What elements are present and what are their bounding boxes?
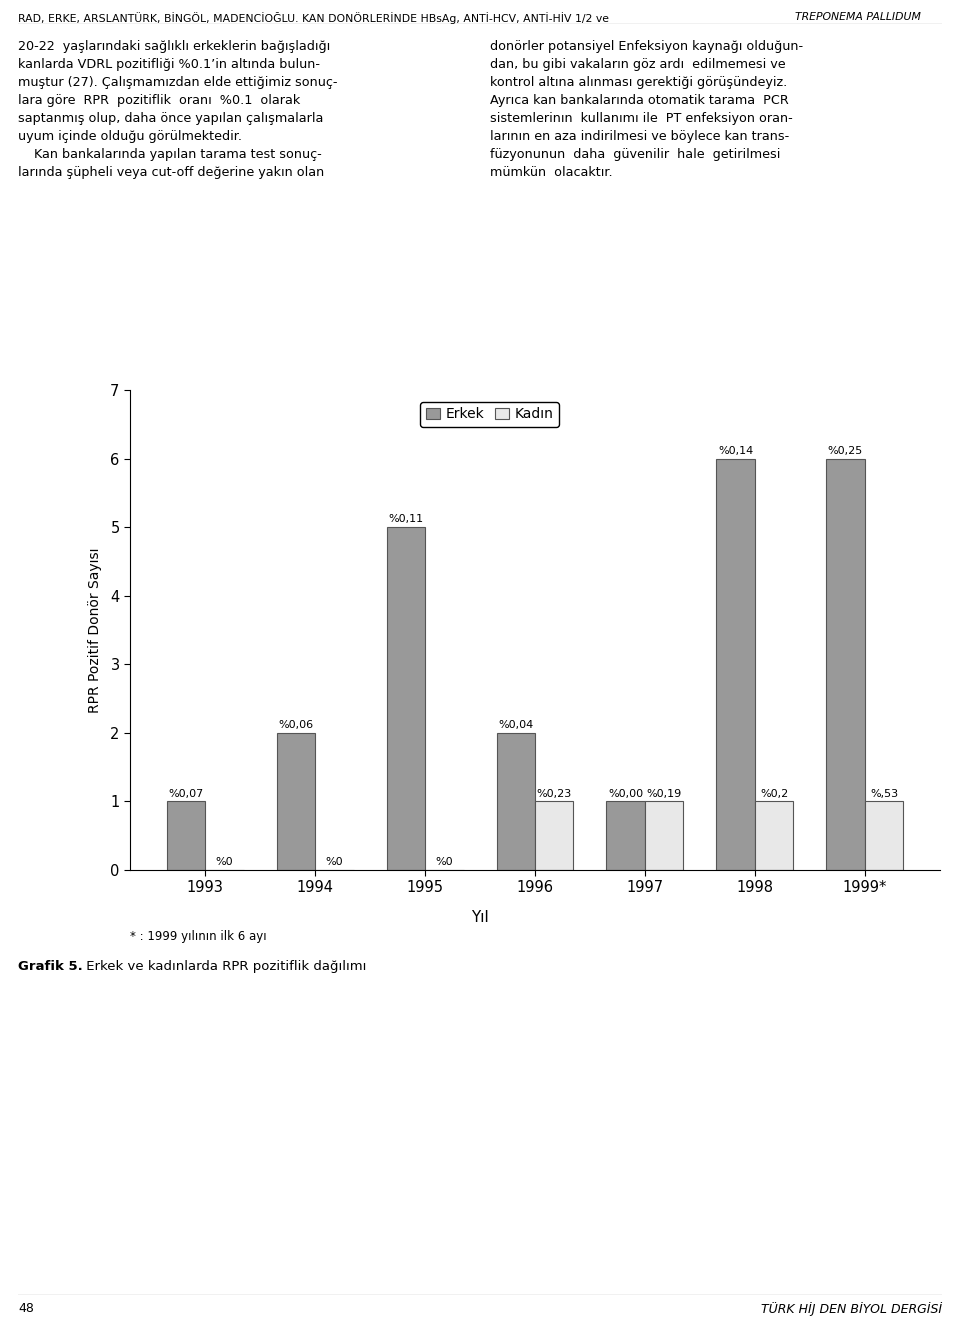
- Text: %0,00: %0,00: [608, 789, 643, 799]
- Text: %0,04: %0,04: [498, 720, 534, 730]
- Text: %0: %0: [325, 857, 344, 868]
- Bar: [535, 802, 573, 871]
- Text: * : 1999 yılının ilk 6 ayı: * : 1999 yılının ilk 6 ayı: [130, 930, 267, 943]
- Text: 20-22  yaşlarındaki sağlıklı erkeklerin bağışladığı
kanlarda VDRL pozitifliği %0: 20-22 yaşlarındaki sağlıklı erkeklerin b…: [18, 40, 338, 179]
- Bar: [276, 733, 315, 871]
- Text: %0,2: %0,2: [760, 789, 788, 799]
- Text: donörler potansiyel Enfeksiyon kaynağı olduğun-
dan, bu gibi vakaların göz ardı : donörler potansiyel Enfeksiyon kaynağı o…: [490, 40, 804, 179]
- Text: %0,14: %0,14: [718, 446, 754, 456]
- Text: %0: %0: [436, 857, 453, 868]
- Legend: Erkek, Kadın: Erkek, Kadın: [420, 402, 559, 427]
- Text: RAD, ERKE, ARSLANTÜRK, BİNGÖL, MADENCİOĞLU. KAN DONÖRLERİNDE HBsAg, ANTİ-HCV, AN: RAD, ERKE, ARSLANTÜRK, BİNGÖL, MADENCİOĞ…: [18, 12, 612, 24]
- Bar: [645, 802, 684, 871]
- Bar: [865, 802, 903, 871]
- Bar: [167, 802, 205, 871]
- Text: %0: %0: [216, 857, 233, 868]
- Y-axis label: RPR Pozitif Donör Sayısı: RPR Pozitif Donör Sayısı: [88, 548, 102, 713]
- Bar: [827, 459, 865, 871]
- Text: %0,06: %0,06: [278, 720, 314, 730]
- Bar: [387, 527, 425, 871]
- Bar: [496, 733, 535, 871]
- Text: Grafik 5.: Grafik 5.: [18, 960, 83, 972]
- Text: %0,23: %0,23: [537, 789, 572, 799]
- Bar: [607, 802, 645, 871]
- Text: %,53: %,53: [870, 789, 898, 799]
- Text: %0,11: %0,11: [388, 515, 423, 524]
- Text: Yıl: Yıl: [471, 910, 489, 925]
- Text: %0,19: %0,19: [646, 789, 682, 799]
- Bar: [755, 802, 793, 871]
- Text: TREPONEMA PALLIDUM: TREPONEMA PALLIDUM: [795, 12, 921, 22]
- Text: Erkek ve kadınlarda RPR pozitiflik dağılımı: Erkek ve kadınlarda RPR pozitiflik dağıl…: [82, 960, 367, 972]
- Text: TÜRK HİJ DEN BİYOL DERGİSİ: TÜRK HİJ DEN BİYOL DERGİSİ: [761, 1302, 942, 1316]
- Text: %0,07: %0,07: [168, 789, 204, 799]
- Text: 48: 48: [18, 1302, 34, 1315]
- Bar: [716, 459, 755, 871]
- Text: %0,25: %0,25: [828, 446, 863, 456]
